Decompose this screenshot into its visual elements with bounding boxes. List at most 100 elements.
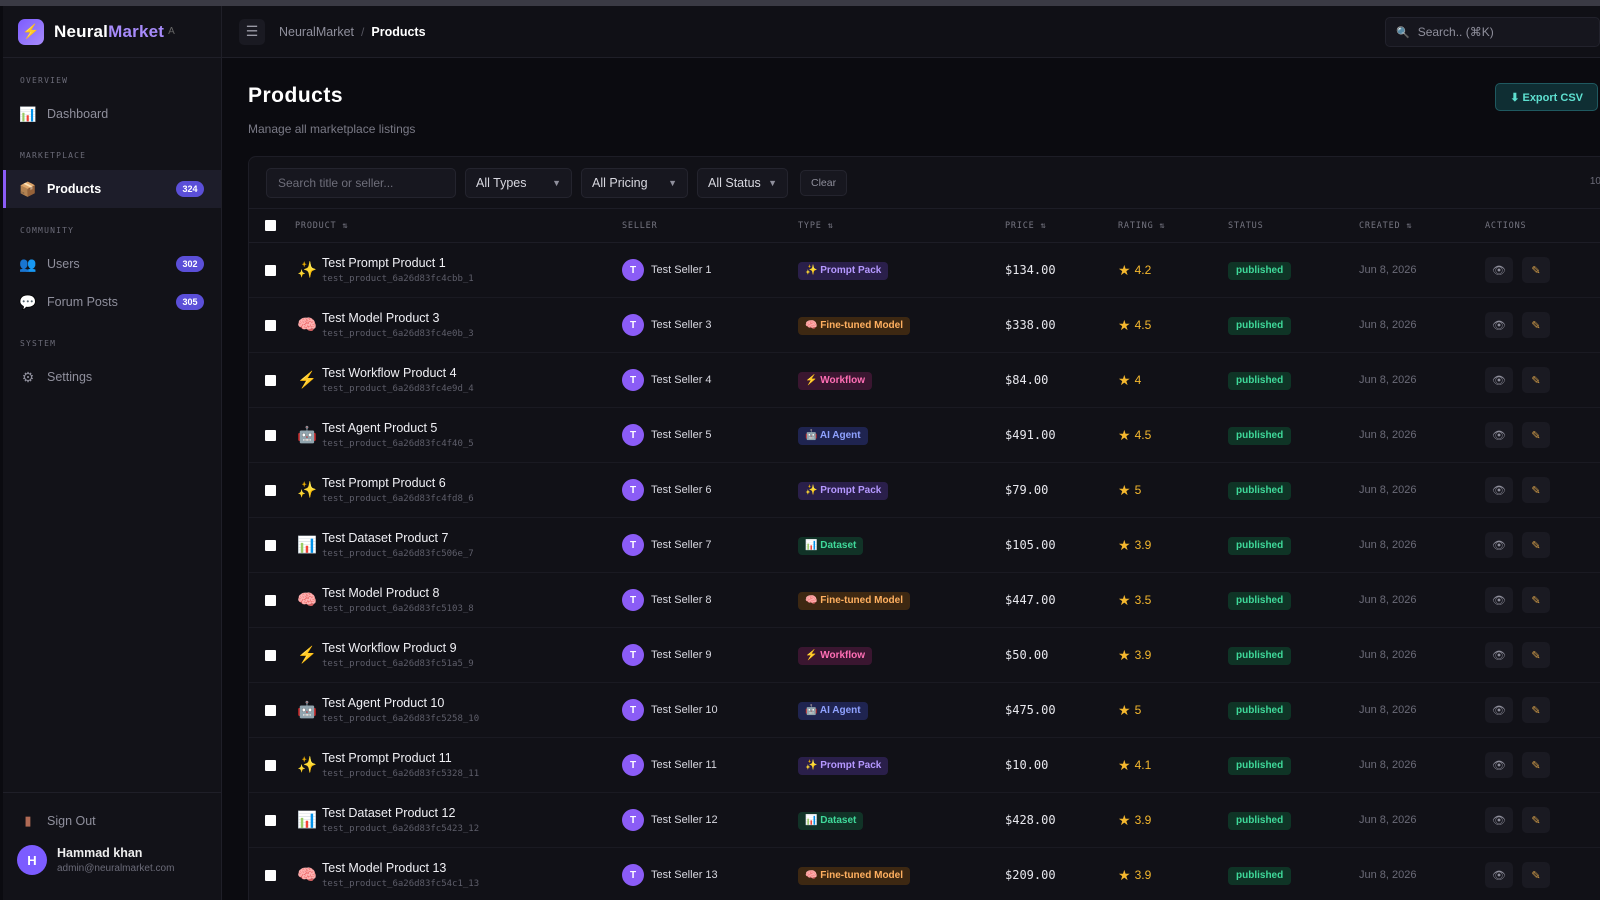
view-button[interactable]: 👁 xyxy=(1485,422,1513,448)
row-checkbox[interactable] xyxy=(265,759,276,771)
edit-button[interactable]: ✎ xyxy=(1522,257,1550,283)
table-row[interactable]: ⚡ Test Workflow Product 9 test_product_6… xyxy=(249,628,1600,683)
row-checkbox[interactable] xyxy=(265,704,276,716)
rating-value: 4.5 xyxy=(1134,318,1152,332)
table-row[interactable]: ⚡ Test Workflow Product 4 test_product_6… xyxy=(249,353,1600,408)
actions-cell: 👁 ✎ xyxy=(1485,257,1575,283)
table-row[interactable]: 📊 Test Dataset Product 12 test_product_6… xyxy=(249,793,1600,848)
hamburger-icon[interactable]: ☰ xyxy=(239,18,265,45)
header-product[interactable]: PRODUCT ⇅ xyxy=(295,220,349,231)
rating-value: 3.9 xyxy=(1134,648,1152,662)
view-button[interactable]: 👁 xyxy=(1485,752,1513,778)
seller-name: Test Seller 8 xyxy=(651,594,712,606)
edit-button[interactable]: ✎ xyxy=(1522,422,1550,448)
view-button[interactable]: 👁 xyxy=(1485,532,1513,558)
sidebar-item-dashboard[interactable]: 📊 Dashboard xyxy=(3,95,221,133)
product-cell[interactable]: ⚡ Test Workflow Product 9 test_product_6… xyxy=(295,641,622,669)
row-checkbox[interactable] xyxy=(265,869,276,881)
status-filter-select[interactable]: All Status ▼ xyxy=(697,167,788,198)
sidebar-item-products[interactable]: 📦 Products 324 xyxy=(3,170,221,208)
header-created[interactable]: CREATED ⇅ xyxy=(1359,220,1413,231)
view-button[interactable]: 👁 xyxy=(1485,697,1513,723)
edit-button[interactable]: ✎ xyxy=(1522,587,1550,613)
edit-button[interactable]: ✎ xyxy=(1522,367,1550,393)
view-button[interactable]: 👁 xyxy=(1485,587,1513,613)
sidebar-item-forum-posts[interactable]: 💬 Forum Posts 305 xyxy=(3,283,221,321)
table-row[interactable]: 🤖 Test Agent Product 10 test_product_6a2… xyxy=(249,683,1600,738)
row-checkbox[interactable] xyxy=(265,429,276,441)
product-cell[interactable]: 🤖 Test Agent Product 10 test_product_6a2… xyxy=(295,696,622,724)
view-button[interactable]: 👁 xyxy=(1485,367,1513,393)
edit-button[interactable]: ✎ xyxy=(1522,312,1550,338)
status-cell: published xyxy=(1228,370,1359,390)
bar-chart-icon: 📊 xyxy=(19,105,37,122)
seller-name: Test Seller 13 xyxy=(651,869,718,881)
table-row[interactable]: ✨ Test Prompt Product 6 test_product_6a2… xyxy=(249,463,1600,518)
table-row[interactable]: 🧠 Test Model Product 13 test_product_6a2… xyxy=(249,848,1600,900)
header-type[interactable]: TYPE ⇅ xyxy=(798,220,834,231)
header-rating[interactable]: RATING ⇅ xyxy=(1118,220,1166,231)
row-checkbox[interactable] xyxy=(265,649,276,661)
row-checkbox[interactable] xyxy=(265,484,276,496)
edit-button[interactable]: ✎ xyxy=(1522,697,1550,723)
product-search-input[interactable]: Search title or seller... xyxy=(266,167,456,198)
view-button[interactable]: 👁 xyxy=(1485,862,1513,888)
type-cell: 🤖 AI Agent xyxy=(798,700,1005,720)
row-checkbox[interactable] xyxy=(265,594,276,606)
sign-out-button[interactable]: ▮ Sign Out xyxy=(3,799,221,843)
product-cell[interactable]: 🧠 Test Model Product 3 test_product_6a26… xyxy=(295,311,622,339)
table-row[interactable]: ✨ Test Prompt Product 11 test_product_6a… xyxy=(249,738,1600,793)
edit-button[interactable]: ✎ xyxy=(1522,752,1550,778)
select-all-checkbox[interactable] xyxy=(265,220,276,231)
global-search-input[interactable]: 🔍 Search.. (⌘K) xyxy=(1385,17,1600,47)
pricing-filter-select[interactable]: All Pricing ▼ xyxy=(581,167,688,198)
product-cell[interactable]: 📊 Test Dataset Product 7 test_product_6a… xyxy=(295,531,622,559)
row-select-cell xyxy=(249,649,295,661)
user-profile[interactable]: H Hammad khan admin@neuralmarket.com xyxy=(3,845,221,875)
rating-cell: ★ 4.5 xyxy=(1118,317,1228,334)
edit-button[interactable]: ✎ xyxy=(1522,862,1550,888)
row-checkbox[interactable] xyxy=(265,319,276,331)
view-button[interactable]: 👁 xyxy=(1485,642,1513,668)
product-cell[interactable]: 🤖 Test Agent Product 5 test_product_6a26… xyxy=(295,421,622,449)
product-cell[interactable]: ✨ Test Prompt Product 11 test_product_6a… xyxy=(295,751,622,779)
view-button[interactable]: 👁 xyxy=(1485,257,1513,283)
table-row[interactable]: 🧠 Test Model Product 8 test_product_6a26… xyxy=(249,573,1600,628)
header-price[interactable]: PRICE ⇅ xyxy=(1005,220,1047,231)
type-filter-select[interactable]: All Types ▼ xyxy=(465,167,572,198)
product-cell[interactable]: ✨ Test Prompt Product 6 test_product_6a2… xyxy=(295,476,622,504)
view-button[interactable]: 👁 xyxy=(1485,477,1513,503)
table-row[interactable]: 🧠 Test Model Product 3 test_product_6a26… xyxy=(249,298,1600,353)
product-cell[interactable]: ✨ Test Prompt Product 1 test_product_6a2… xyxy=(295,256,622,284)
created-date: Jun 8, 2026 xyxy=(1359,484,1417,496)
view-button[interactable]: 👁 xyxy=(1485,312,1513,338)
breadcrumb-root[interactable]: NeuralMarket xyxy=(279,24,355,39)
product-cell[interactable]: 📊 Test Dataset Product 12 test_product_6… xyxy=(295,806,622,834)
table-row[interactable]: 📊 Test Dataset Product 7 test_product_6a… xyxy=(249,518,1600,573)
product-cell[interactable]: 🧠 Test Model Product 8 test_product_6a26… xyxy=(295,586,622,614)
brand[interactable]: ⚡ NeuralMarket A xyxy=(3,6,221,58)
type-badge: ⚡ Workflow xyxy=(798,371,873,390)
product-title: Test Workflow Product 9 xyxy=(322,641,457,655)
edit-button[interactable]: ✎ xyxy=(1522,807,1550,833)
row-checkbox[interactable] xyxy=(265,814,276,826)
sidebar-item-users[interactable]: 👥 Users 302 xyxy=(3,245,221,283)
edit-button[interactable]: ✎ xyxy=(1522,532,1550,558)
table-row[interactable]: 🤖 Test Agent Product 5 test_product_6a26… xyxy=(249,408,1600,463)
product-text: Test Agent Product 10 test_product_6a26d… xyxy=(322,696,479,724)
product-type-icon: 🤖 xyxy=(297,702,317,719)
clear-filters-button[interactable]: Clear xyxy=(800,169,848,196)
row-checkbox[interactable] xyxy=(265,374,276,386)
export-csv-button[interactable]: ⬇ Export CSV xyxy=(1495,83,1598,111)
sidebar-item-settings[interactable]: ⚙ Settings xyxy=(3,358,221,396)
row-checkbox[interactable] xyxy=(265,539,276,551)
edit-button[interactable]: ✎ xyxy=(1522,642,1550,668)
view-button[interactable]: 👁 xyxy=(1485,807,1513,833)
product-cell[interactable]: ⚡ Test Workflow Product 4 test_product_6… xyxy=(295,366,622,394)
row-checkbox[interactable] xyxy=(265,264,276,276)
edit-button[interactable]: ✎ xyxy=(1522,477,1550,503)
table-row[interactable]: ✨ Test Prompt Product 1 test_product_6a2… xyxy=(249,243,1600,298)
product-cell[interactable]: 🧠 Test Model Product 13 test_product_6a2… xyxy=(295,861,622,889)
created-date: Jun 8, 2026 xyxy=(1359,704,1417,716)
seller-name: Test Seller 1 xyxy=(651,264,712,276)
